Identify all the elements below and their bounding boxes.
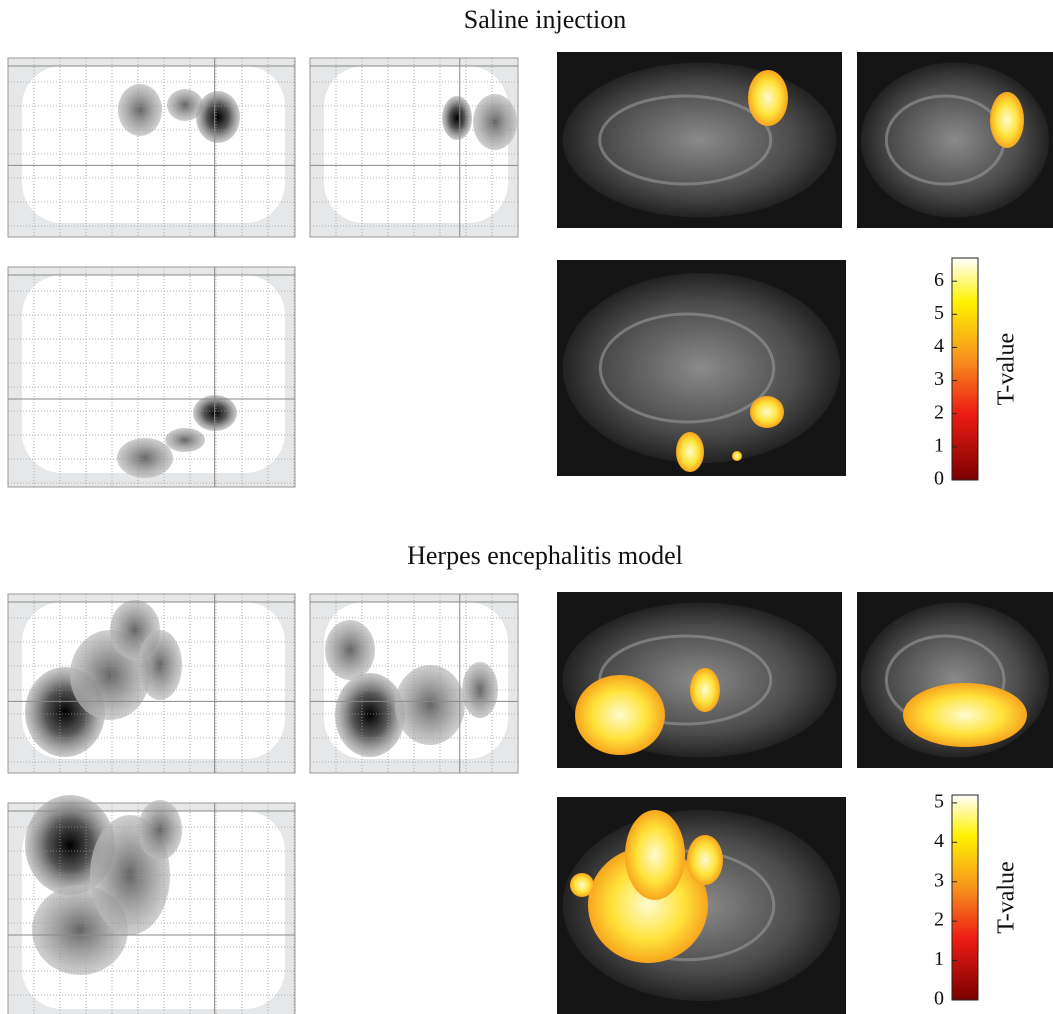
glass-brain-outline bbox=[324, 66, 508, 223]
overlay-blob bbox=[750, 396, 784, 428]
colorbar-tick-label: 6 bbox=[934, 269, 944, 291]
panel-title: Herpes encephalitis model bbox=[407, 541, 683, 570]
mri-brain bbox=[563, 63, 837, 218]
colorbar-tick-label: 4 bbox=[934, 830, 944, 852]
activation-blob bbox=[138, 630, 182, 700]
activation-blob bbox=[138, 800, 182, 860]
colorbar-tick-label: 0 bbox=[934, 988, 944, 1010]
overlay-blob bbox=[748, 70, 788, 126]
overlay-blob bbox=[625, 810, 685, 900]
colorbar-tick-label: 2 bbox=[934, 401, 944, 423]
activation-blob bbox=[118, 84, 162, 136]
colorbar-tick-label: 4 bbox=[934, 335, 944, 357]
mri-brain bbox=[861, 63, 1049, 218]
overlay-blob bbox=[732, 451, 742, 461]
activation-blob bbox=[462, 662, 498, 718]
activation-blob bbox=[442, 96, 472, 140]
colorbar-tick-label: 3 bbox=[934, 869, 944, 891]
activation-blob bbox=[325, 620, 375, 680]
mri-brain bbox=[563, 273, 840, 463]
colorbar-label: T-value bbox=[994, 333, 1020, 405]
activation-blob bbox=[473, 94, 517, 150]
colorbar bbox=[952, 795, 978, 1000]
colorbar-tick-label: 3 bbox=[934, 368, 944, 390]
colorbar-tick-label: 2 bbox=[934, 909, 944, 931]
overlay-blob bbox=[903, 683, 1027, 747]
figure: Saline injection 0 1 2 3 4 5 6 T-value Herpes enc… bbox=[0, 0, 1053, 1014]
colorbar-tick-label: 5 bbox=[934, 790, 944, 812]
overlay-blob bbox=[570, 873, 594, 897]
colorbar-label: T-value bbox=[994, 861, 1020, 933]
overlay-blob bbox=[690, 668, 720, 712]
overlay-blob bbox=[990, 92, 1024, 148]
overlay-blob bbox=[676, 432, 704, 472]
activation-blob bbox=[117, 438, 173, 478]
panel-title: Saline injection bbox=[464, 5, 626, 34]
overlay-blob bbox=[687, 835, 723, 885]
activation-blob bbox=[196, 91, 240, 143]
activation-blob bbox=[165, 428, 205, 452]
colorbar-tick-label: 0 bbox=[934, 468, 944, 490]
activation-blob bbox=[335, 673, 405, 757]
activation-blob bbox=[395, 665, 465, 745]
colorbar-tick-label: 5 bbox=[934, 302, 944, 324]
overlay-blob bbox=[575, 675, 665, 755]
colorbar-tick-label: 1 bbox=[934, 434, 944, 456]
colorbar-tick-label: 1 bbox=[934, 948, 944, 970]
